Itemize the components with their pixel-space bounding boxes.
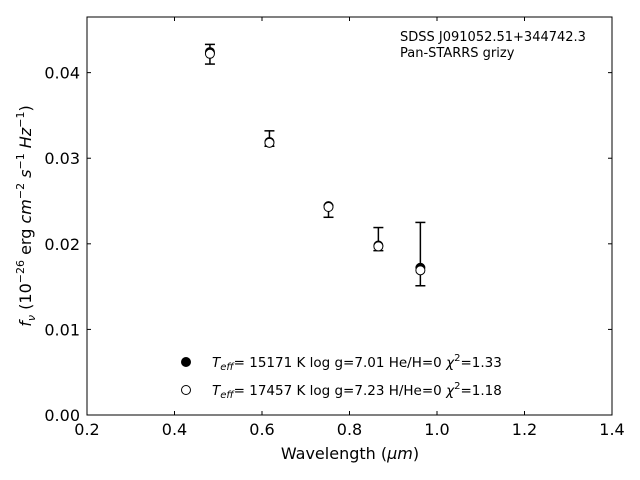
annotation-object-name: SDSS J091052.51+344742.3 xyxy=(400,30,586,45)
data-point-open xyxy=(323,202,334,213)
y-tick-label: 0.03 xyxy=(44,149,80,168)
x-tick-label: 0.8 xyxy=(337,420,362,439)
x-tick-label: 0.6 xyxy=(249,420,274,439)
x-tick-label: 1.4 xyxy=(599,420,624,439)
legend-label-open: Teff= 17457 K log g=7.23 H/He=0 χ2=1.18 xyxy=(212,381,502,401)
data-point-open xyxy=(415,265,426,276)
data-point-open xyxy=(204,48,215,59)
data-point-open xyxy=(264,137,275,148)
legend: Teff= 15171 K log g=7.01 He/H=0 χ2=1.33 … xyxy=(181,353,502,401)
data-point-open xyxy=(373,241,384,252)
y-axis-ticks: 0.00 0.01 0.02 0.03 0.04 xyxy=(44,64,612,425)
annotation-photometry: Pan-STARRS grizy xyxy=(400,46,515,61)
x-tick-label: 1.0 xyxy=(424,420,449,439)
legend-marker-open xyxy=(181,385,191,395)
x-tick-label: 1.2 xyxy=(512,420,537,439)
y-tick-label: 0.02 xyxy=(44,235,80,254)
series-open-markers xyxy=(204,48,426,276)
plot-area xyxy=(86,16,613,416)
y-tick-label: 0.01 xyxy=(44,320,80,339)
x-tick-label: 0.2 xyxy=(74,420,99,439)
legend-label-filled: Teff= 15171 K log g=7.01 He/H=0 χ2=1.33 xyxy=(212,353,502,373)
y-axis-label: fν (10−26 erg cm−2 s−1 Hz−1) xyxy=(14,105,38,326)
x-tick-label: 0.4 xyxy=(162,420,187,439)
x-axis-ticks: 0.2 0.4 0.6 0.8 1.0 1.2 1.4 xyxy=(74,17,625,439)
y-tick-label: 0.00 xyxy=(44,406,80,425)
legend-marker-filled xyxy=(181,357,191,367)
y-tick-label: 0.04 xyxy=(44,64,80,83)
x-axis-label: Wavelength (μm) xyxy=(281,444,419,463)
